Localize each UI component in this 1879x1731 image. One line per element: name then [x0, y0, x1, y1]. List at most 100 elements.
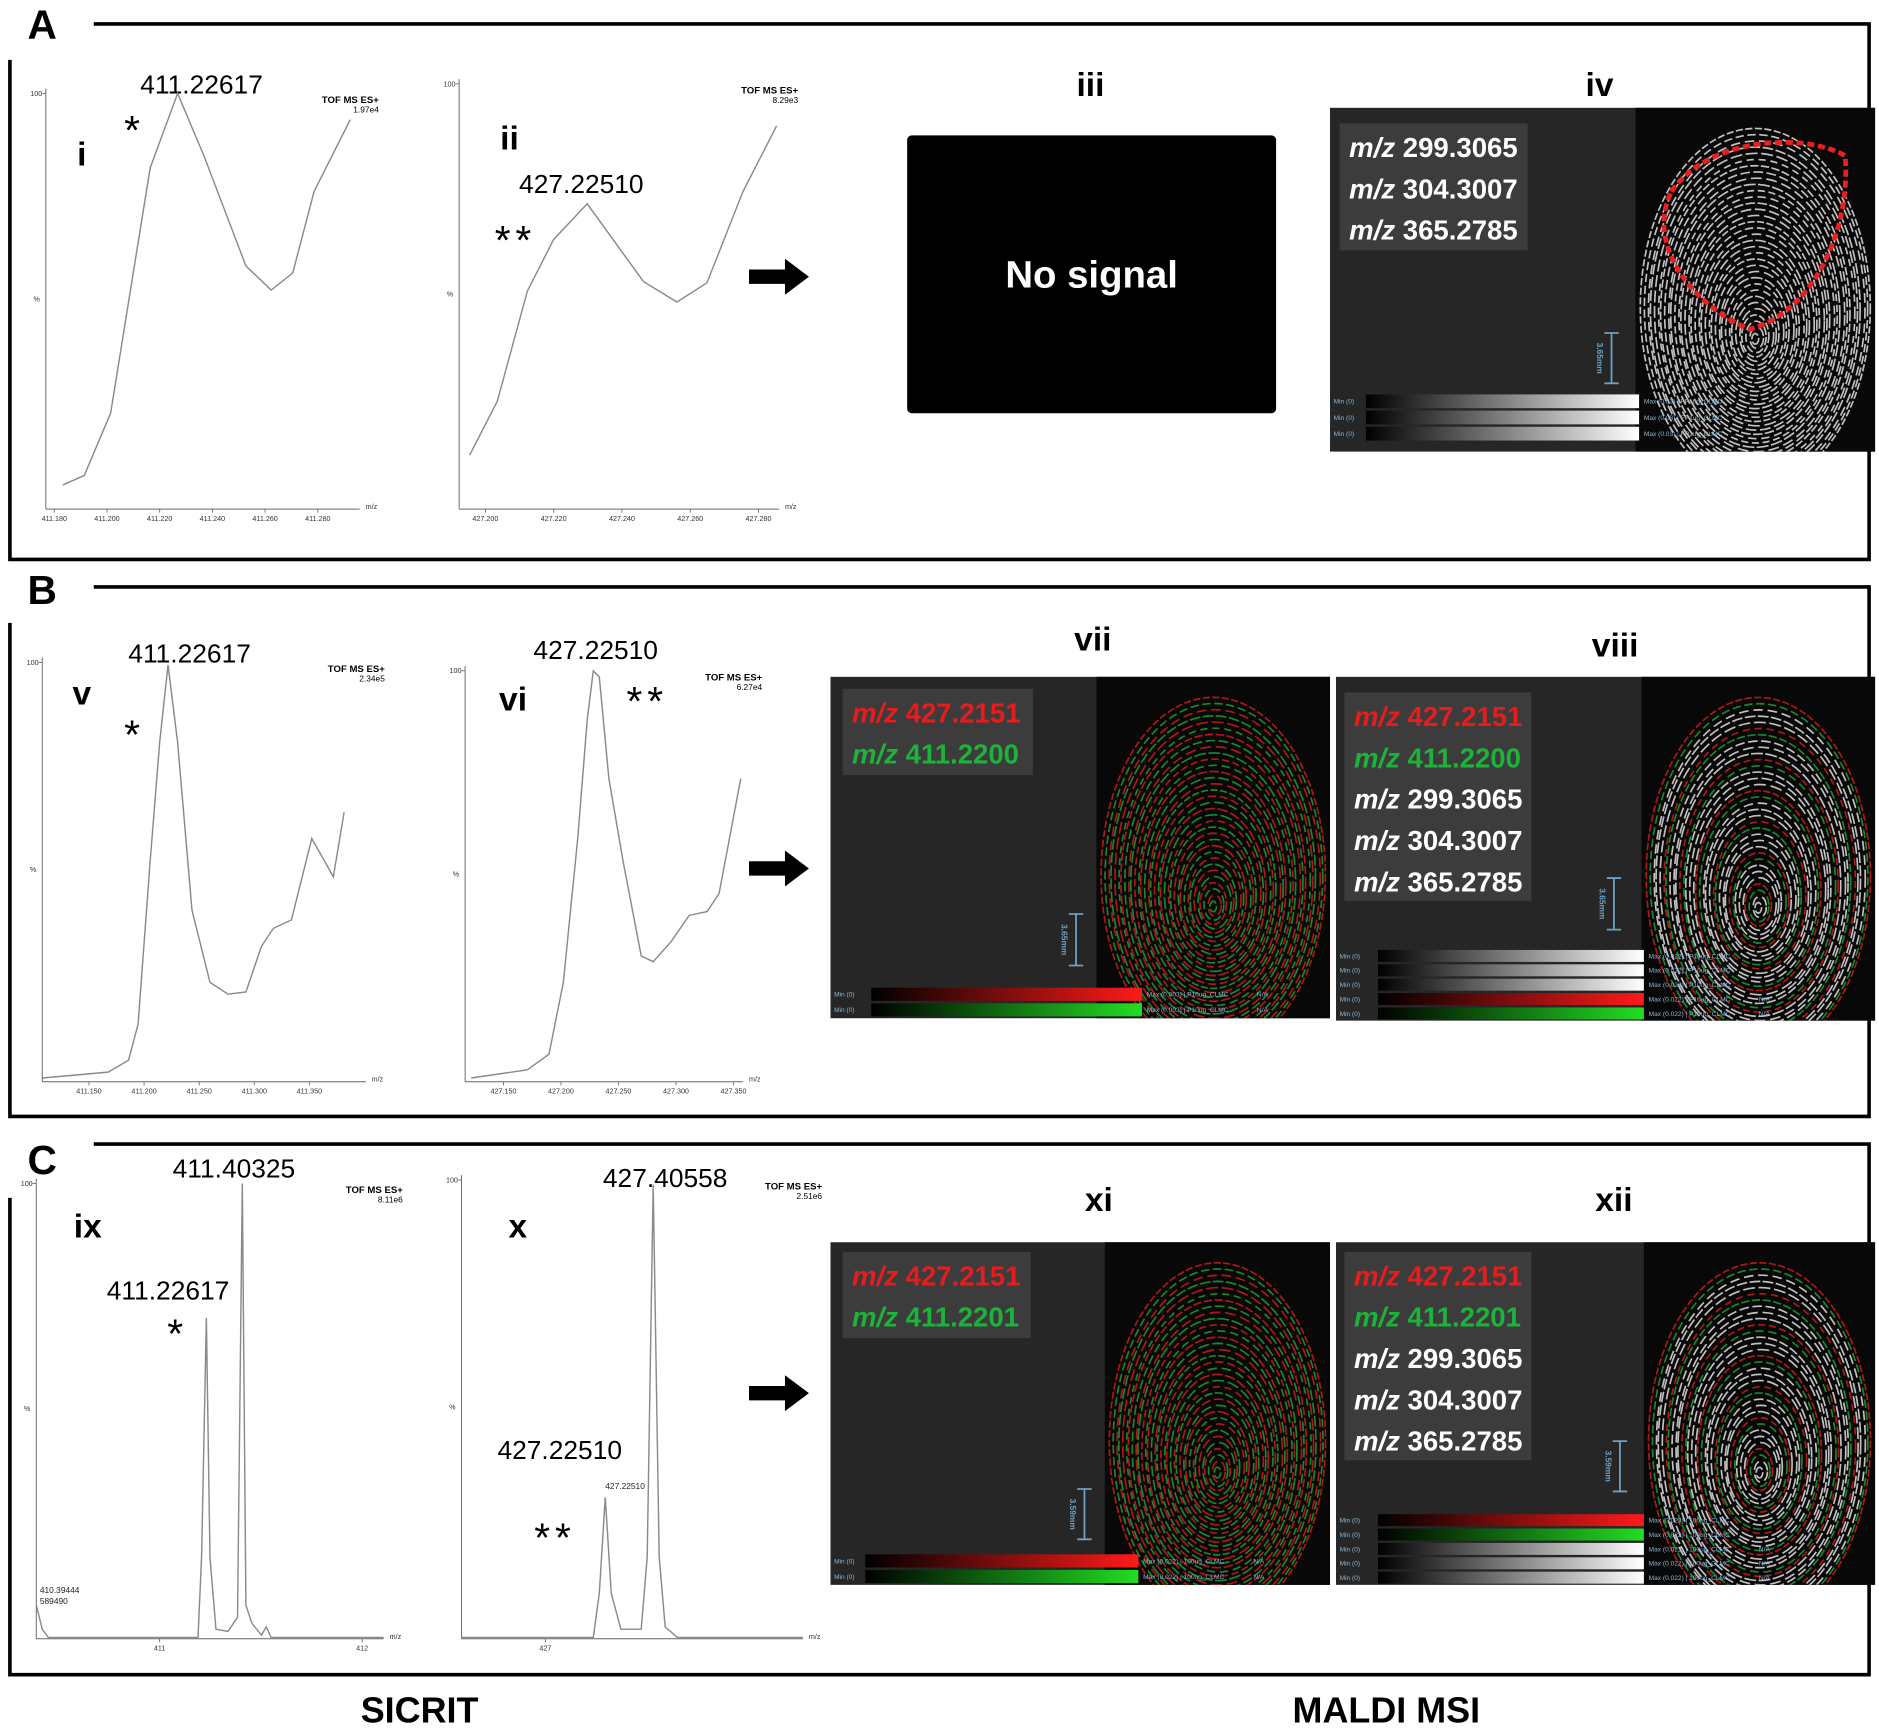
ridge — [1189, 863, 1238, 939]
ridge — [1722, 839, 1797, 957]
peak-label: 411.40325 — [173, 1154, 296, 1184]
colorbar-min: Min (0) — [1340, 968, 1360, 975]
ridge — [1198, 1435, 1239, 1501]
ridge — [1137, 1317, 1298, 1582]
colorbar-min: Min (0) — [834, 1007, 854, 1014]
ridge — [1753, 1460, 1769, 1483]
ridge — [1729, 1416, 1791, 1513]
peak-label: 411.22617 — [140, 69, 263, 99]
peak-marker: * — [167, 1311, 188, 1357]
x-tick-label: 412 — [356, 1645, 368, 1653]
ridge — [1154, 1348, 1284, 1561]
spectrum-line — [469, 125, 778, 456]
ridge — [1199, 881, 1228, 926]
mz-prefix: m/z — [1354, 701, 1400, 732]
scale-bar — [1604, 332, 1619, 385]
ridge — [1149, 789, 1277, 990]
mz-prefix: m/z — [1349, 132, 1395, 163]
mz-value: 304.3007 — [1408, 1384, 1523, 1415]
peak-label: 411.22617 — [107, 1276, 230, 1306]
ridge — [1120, 733, 1307, 1019]
mz-prefix: m/z — [1354, 1426, 1400, 1457]
colorbar-min: Min (0) — [1334, 415, 1354, 422]
ridge — [1718, 270, 1795, 388]
mz-prefix: m/z — [852, 739, 898, 770]
ridge — [1157, 801, 1272, 981]
colorbar-max: Max (0.022) | P10ug_CLMC — [1649, 968, 1731, 975]
ridge — [1671, 1305, 1850, 1585]
ridge — [1128, 745, 1302, 1019]
y-tick-label: 100 — [27, 659, 39, 667]
scale-bar — [1606, 877, 1622, 931]
ridge — [1213, 1466, 1222, 1479]
y-axis-label: % — [30, 866, 37, 874]
x-axis-label: m/z — [785, 503, 797, 511]
x-tick-label: 427.220 — [541, 515, 567, 523]
colorbar-max: Max (0.003) | P10ug_CLMC — [1147, 992, 1229, 999]
peak-label: 427.22510 — [519, 169, 644, 199]
y-tick-label: 100 — [444, 80, 456, 88]
ridge — [1135, 1311, 1303, 1585]
scale-bar — [1077, 1488, 1092, 1541]
colorbar — [871, 987, 1142, 1001]
spectrum-line — [42, 664, 345, 1079]
ridge — [1712, 820, 1807, 970]
peak-annotation: 427.22510 — [605, 1481, 645, 1491]
ridge — [1112, 1268, 1324, 1585]
ridge — [1659, 164, 1851, 452]
mz-label: m/z 411.2200 — [1354, 742, 1521, 773]
scale-bar-label: 3.65mm — [1060, 924, 1070, 955]
ridge — [1193, 869, 1235, 934]
panel-numeral: viii — [1592, 627, 1639, 664]
mz-prefix: m/z — [1349, 215, 1395, 246]
ridge — [1643, 133, 1869, 452]
ridge — [1108, 708, 1321, 1019]
colorbar — [1377, 1514, 1644, 1527]
ridge — [1720, 276, 1790, 384]
ridge — [1726, 1410, 1793, 1518]
mz-value: 411.2201 — [1408, 1302, 1521, 1333]
mz-prefix: m/z — [1354, 1302, 1400, 1333]
ridge — [1700, 1361, 1820, 1552]
colorbar-max: Max (0.022) | 100ug_CLMC — [1143, 1558, 1224, 1565]
ridge — [1728, 289, 1785, 376]
peak-marker: * — [124, 107, 145, 153]
ridge — [1150, 1342, 1286, 1565]
ridge — [1647, 140, 1866, 452]
ridge — [1728, 852, 1790, 949]
mz-label: m/z 299.3065 — [1354, 784, 1522, 815]
mz-label: m/z 427.2151 — [852, 1260, 1020, 1291]
panel-frame — [8, 585, 1871, 1119]
ridge — [1118, 1280, 1317, 1585]
colorbar-na: N/A — [1759, 1561, 1771, 1568]
ridge — [1704, 808, 1812, 979]
ridge — [1690, 1342, 1830, 1565]
spectrum-header: TOF MS ES+ — [705, 672, 762, 683]
mz-value: 365.2785 — [1408, 1426, 1523, 1457]
colorbar — [1377, 1528, 1644, 1541]
ridge — [1667, 177, 1846, 452]
ridge — [1651, 1268, 1869, 1585]
ridge — [1163, 1367, 1274, 1548]
colorbar-min: Min (0) — [1340, 996, 1360, 1003]
x-tick-label: 411.150 — [76, 1088, 101, 1096]
mz-label: m/z 299.3065 — [1354, 1343, 1522, 1374]
colorbar — [1377, 949, 1644, 962]
ridge — [1653, 152, 1859, 452]
ridge — [1749, 326, 1765, 350]
ridge — [1702, 802, 1817, 983]
colorbar-max: Max (0.022) | 100ug_CLMC — [1649, 1518, 1730, 1525]
ridge — [1159, 807, 1267, 977]
ridge — [1192, 1423, 1246, 1509]
colorbar-na: N/A — [1257, 1007, 1269, 1014]
mz-prefix: m/z — [852, 1260, 898, 1291]
ridge — [1749, 1454, 1771, 1488]
mz-value: 411.2200 — [1408, 742, 1521, 773]
colorbar-min: Min (0) — [1334, 399, 1354, 406]
no-signal-box — [907, 135, 1277, 414]
x-tick-label: 411.350 — [297, 1088, 322, 1096]
x-tick-label: 411 — [154, 1645, 165, 1653]
no-signal-text: No signal — [1005, 254, 1177, 297]
peak-label: 427.22510 — [533, 635, 658, 665]
